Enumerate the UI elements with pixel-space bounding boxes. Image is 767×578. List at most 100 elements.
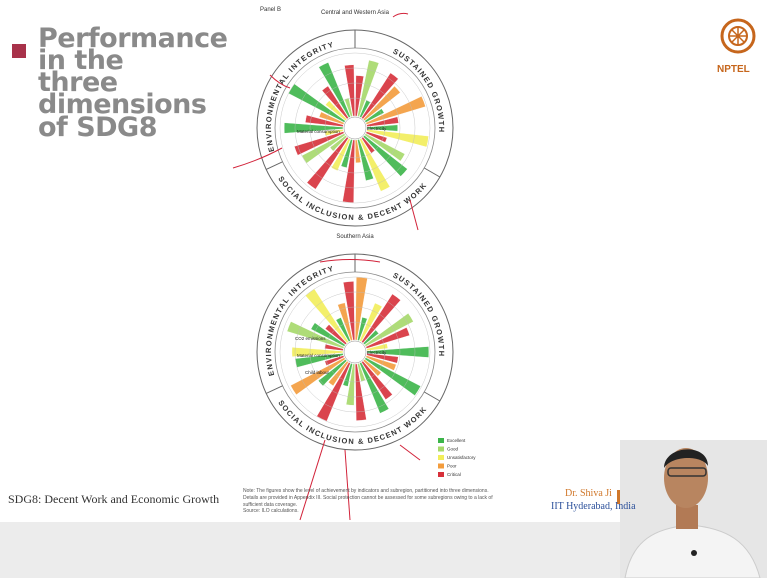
chart-title: Southern Asia — [336, 234, 374, 240]
legend-swatch — [438, 455, 444, 460]
indicator-wedge — [335, 317, 351, 342]
indicator-wedge — [365, 355, 397, 371]
indicator-wedge — [340, 139, 353, 168]
indicator-wedge — [318, 359, 348, 387]
legend-label: Unsatisfactory — [447, 455, 476, 460]
indicator-wedge — [294, 353, 344, 368]
indicator-wedge — [324, 343, 344, 351]
legend-label: Excellent — [447, 438, 466, 443]
logo-text: NPTEL — [717, 64, 750, 75]
indicator-wedge — [290, 357, 346, 396]
annotation-stroke — [344, 449, 351, 521]
indicator-wedge — [321, 85, 349, 120]
dimension-divider — [265, 161, 283, 170]
indicator-label: Electricity — [367, 126, 387, 131]
guide-ring — [309, 306, 401, 398]
indicator-wedge — [364, 108, 385, 123]
indicator-wedge — [344, 97, 353, 117]
indicator-wedge — [318, 62, 351, 118]
center-hole — [343, 116, 367, 140]
indicator-wedge — [324, 129, 344, 137]
annotation-stroke — [399, 444, 421, 461]
indicator-wedge — [310, 322, 346, 347]
indicator-label: CO2 emissions — [295, 336, 326, 341]
presenter-name: Dr. Shiva Ji — [565, 488, 612, 499]
indicator-wedge — [357, 139, 374, 181]
indicator-wedge — [365, 131, 388, 143]
indicator-wedge — [355, 363, 367, 421]
annotation-stroke — [269, 74, 291, 89]
indicator-wedge — [355, 276, 368, 341]
guide-ring — [279, 52, 431, 204]
legend: Excellent Good Unsatisfactory Poor Critical — [438, 438, 476, 477]
indicator-wedge — [359, 362, 390, 414]
center-hole — [343, 340, 367, 364]
indicator-wedge — [366, 116, 399, 127]
indicator-label: Electricity — [367, 350, 387, 355]
indicator-wedge — [362, 359, 382, 377]
indicator-wedge — [366, 346, 430, 358]
indicator-label: Material consumption — [297, 129, 340, 134]
indicator-wedge — [294, 131, 345, 156]
indicator-wedge — [342, 363, 353, 387]
presenter-affiliation: IIT Hyderabad, India — [551, 501, 636, 512]
indicator-wedge — [365, 327, 410, 349]
legend-swatch — [438, 463, 444, 469]
panel-label: Panel B — [260, 7, 281, 13]
indicator-wedge — [324, 324, 348, 345]
figure-note: Note: The figures show the level of achi… — [243, 488, 493, 515]
indicator-wedge — [366, 124, 398, 132]
annotation-stroke — [232, 147, 283, 169]
indicator-wedge — [364, 312, 414, 347]
legend-swatch — [438, 446, 444, 452]
legend-label: Poor — [447, 464, 457, 469]
guide-ring — [294, 291, 416, 413]
source-text: Source: ILO calculations. — [243, 508, 299, 515]
footer-title: SDG8: Decent Work and Economic Growth — [8, 492, 220, 506]
note-text: Note: The figures show the level of achi… — [243, 488, 493, 508]
indicator-wedge — [324, 355, 345, 366]
indicator-wedge — [365, 96, 426, 125]
indicator-wedge — [325, 100, 348, 121]
indicator-wedge — [337, 302, 353, 341]
indicator-wedge — [355, 139, 362, 164]
indicator-wedge — [366, 353, 399, 364]
slide-title: Performance in the three dimensions of S… — [38, 23, 228, 143]
dimension-divider — [265, 385, 283, 394]
annotation-stroke — [392, 12, 409, 18]
indicator-wedge — [361, 293, 401, 344]
dimension-divider — [424, 167, 441, 178]
indicator-wedge — [291, 347, 344, 357]
legend-label: Critical — [447, 472, 461, 477]
indicator-wedge — [366, 343, 389, 351]
indicator-wedge — [283, 122, 344, 134]
indicator-wedge — [355, 75, 364, 117]
indicator-wedge — [361, 360, 393, 400]
legend-swatch — [438, 438, 444, 443]
indicator-wedge — [344, 64, 355, 117]
indicator-label: Child labour — [305, 370, 330, 375]
indicator-wedge — [364, 133, 406, 162]
indicator-wedge — [362, 135, 408, 177]
guide-ring — [324, 321, 386, 383]
guide-ring — [294, 67, 416, 189]
indicator-wedge — [328, 360, 349, 387]
indicator-wedge — [329, 135, 348, 152]
indicator-wedge — [359, 138, 391, 192]
indicator-wedge — [342, 281, 355, 341]
dimension-divider — [424, 391, 441, 402]
indicator-wedge — [286, 321, 345, 349]
indicator-wedge — [306, 136, 349, 190]
presenter-video — [620, 440, 767, 578]
guide-ring — [279, 276, 431, 428]
indicator-wedge — [359, 302, 383, 342]
guide-ring — [324, 97, 386, 159]
indicator-wedge — [357, 59, 380, 117]
indicator-label: Material consumption — [297, 353, 340, 358]
indicator-wedge — [357, 317, 368, 341]
chart-title: Central and Western Asia — [321, 10, 390, 16]
title-bullet — [12, 44, 26, 58]
indicator-wedge — [305, 114, 344, 127]
